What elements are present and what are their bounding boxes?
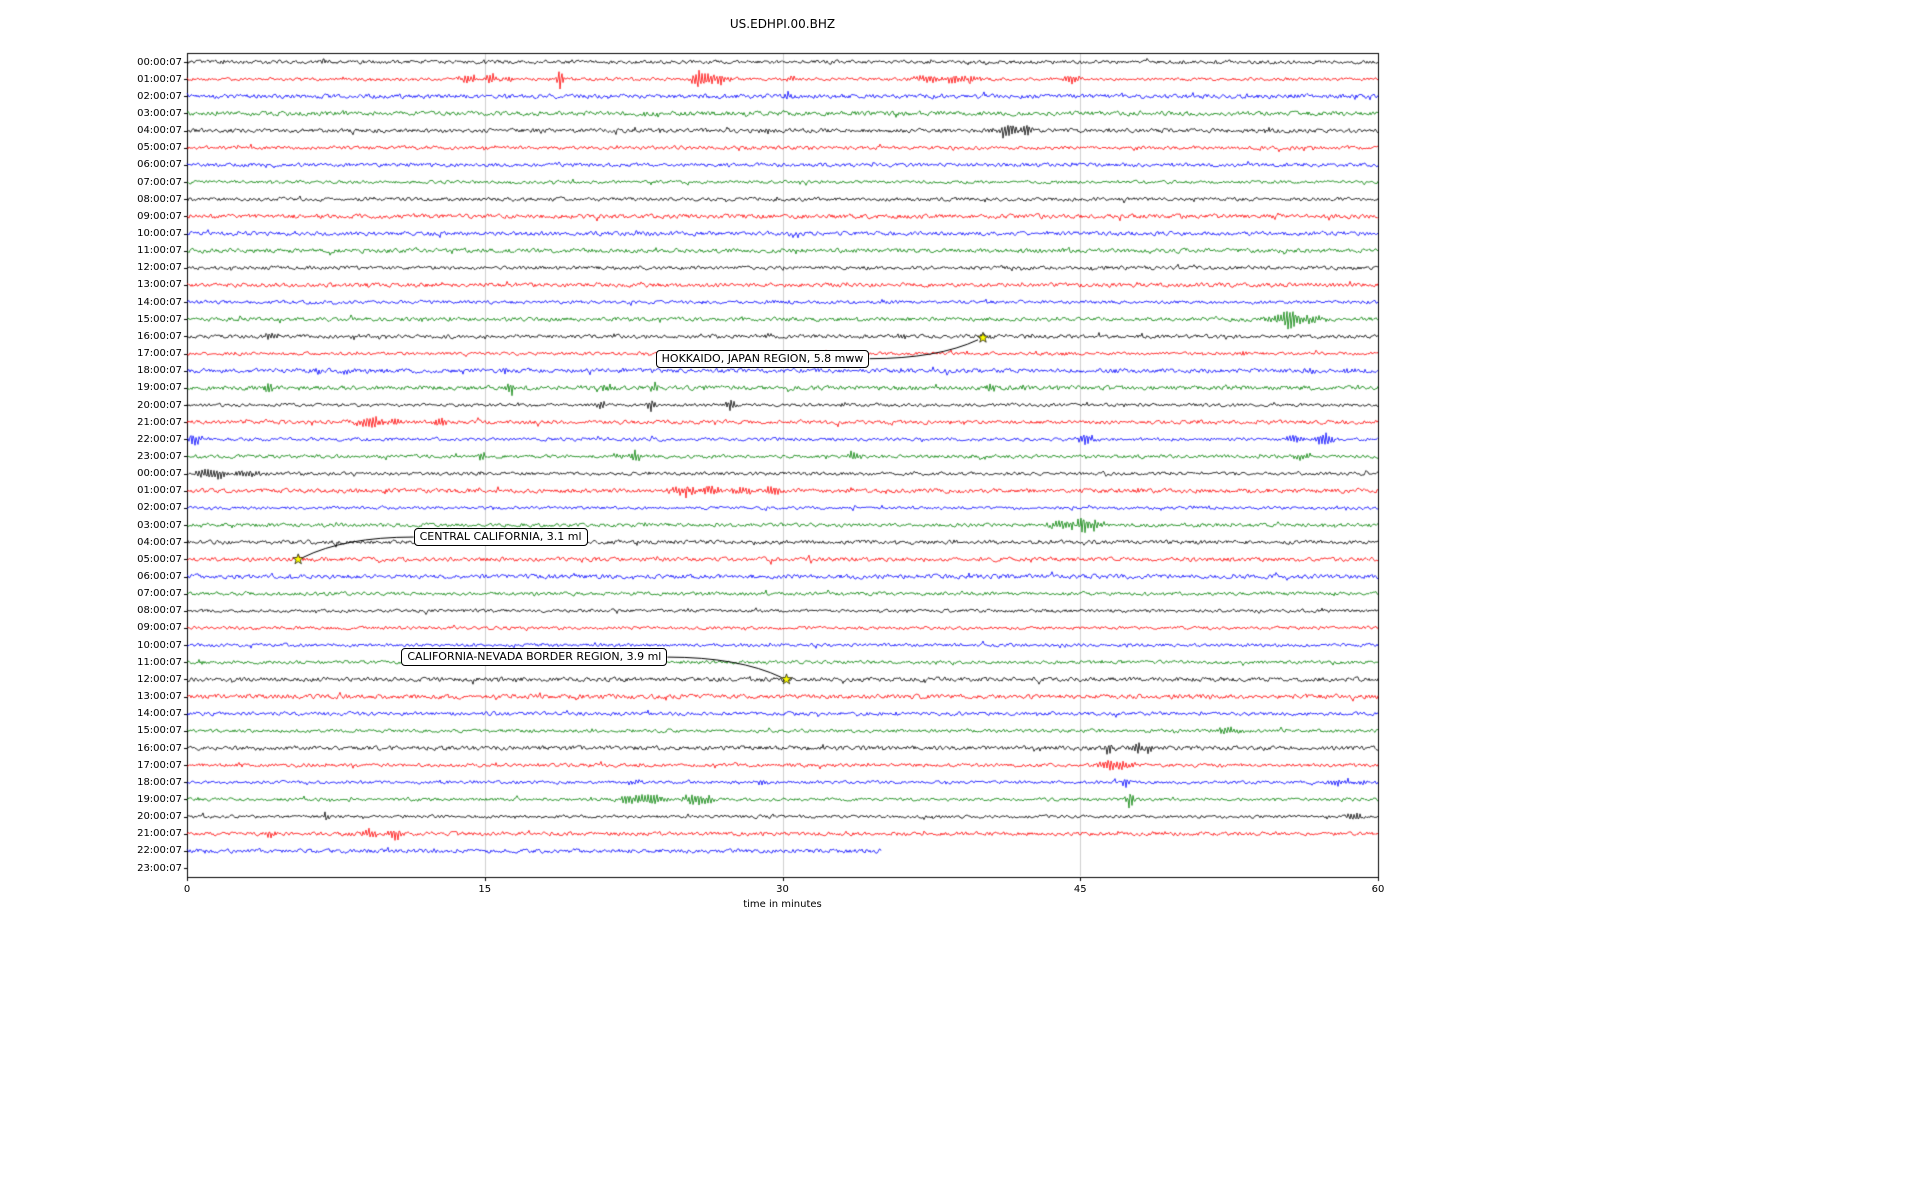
y-tick-label: 19:00:07 — [137, 793, 182, 805]
y-tick-label: 03:00:07 — [137, 519, 182, 531]
y-tick-label: 10:00:07 — [137, 228, 182, 239]
annotation-central-california: CENTRAL CALIFORNIA, 3.1 ml — [413, 528, 588, 547]
y-tick-label: 08:00:07 — [137, 605, 182, 617]
y-tick-label: 05:00:07 — [137, 553, 182, 565]
y-tick-label: 20:00:07 — [137, 811, 182, 823]
y-tick-label: 22:00:07 — [137, 845, 182, 857]
annotation-california-nevada-border: CALIFORNIA-NEVADA BORDER REGION, 3.9 ml — [401, 648, 668, 667]
y-tick-label: 12:00:07 — [137, 673, 182, 685]
y-tick-label: 09:00:07 — [137, 210, 182, 222]
y-tick-label: 14:00:07 — [137, 296, 182, 308]
y-tick-label: 01:00:07 — [137, 73, 182, 85]
y-tick-label: 11:00:07 — [137, 656, 182, 668]
x-tick-label: 30 — [776, 884, 789, 895]
y-tick-label: 15:00:07 — [137, 313, 182, 325]
y-tick-label: 08:00:07 — [137, 193, 182, 205]
y-tick-label: 04:00:07 — [137, 125, 182, 137]
y-tick-label: 12:00:07 — [137, 262, 182, 274]
x-tick-label: 15 — [478, 884, 492, 895]
y-tick-label: 01:00:07 — [137, 485, 182, 497]
annotation-hokkaido-japan: HOKKAIDO, JAPAN REGION, 5.8 mww — [655, 349, 870, 368]
y-tick-label: 07:00:07 — [137, 176, 182, 188]
y-tick-label: 00:00:07 — [137, 56, 182, 68]
y-tick-label: 21:00:07 — [137, 416, 182, 428]
y-tick-label: 09:00:07 — [137, 622, 182, 634]
y-tick-label: 16:00:07 — [137, 742, 182, 754]
y-tick-label: 23:00:07 — [137, 450, 182, 462]
y-tick-label: 14:00:07 — [137, 708, 182, 720]
y-tick-label: 23:00:07 — [137, 862, 182, 874]
y-tick-label: 02:00:07 — [137, 90, 182, 102]
x-tick-label: 45 — [1073, 884, 1087, 895]
y-tick-label: 16:00:07 — [137, 330, 182, 342]
y-tick-label: 05:00:07 — [137, 142, 182, 154]
y-tick-label: 11:00:07 — [137, 245, 182, 257]
y-tick-label: 02:00:07 — [137, 502, 182, 514]
y-tick-label: 18:00:07 — [137, 776, 182, 788]
y-tick-label: 15:00:07 — [137, 725, 182, 737]
y-tick-label: 19:00:07 — [137, 382, 182, 394]
y-tick-label: 00:00:07 — [137, 468, 182, 480]
y-tick-label: 04:00:07 — [137, 536, 182, 548]
y-tick-label: 21:00:07 — [137, 828, 182, 840]
x-tick-label: 0 — [183, 884, 191, 895]
y-tick-label: 06:00:07 — [137, 571, 182, 582]
y-tick-label: 03:00:07 — [137, 107, 182, 119]
y-tick-label: 13:00:07 — [137, 691, 182, 703]
y-tick-label: 17:00:07 — [137, 759, 182, 771]
y-tick-label: 18:00:07 — [137, 365, 182, 377]
chart-title: US.EDHPI.00.BHZ — [729, 17, 836, 31]
y-tick-label: 20:00:07 — [137, 399, 182, 411]
x-axis-title: time in minutes — [743, 899, 822, 910]
x-tick-label: 60 — [1371, 884, 1385, 895]
y-tick-label: 22:00:07 — [137, 433, 182, 445]
y-tick-label: 17:00:07 — [137, 348, 182, 360]
y-tick-label: 10:00:07 — [137, 639, 182, 651]
y-tick-label: 06:00:07 — [137, 159, 182, 171]
y-tick-label: 13:00:07 — [137, 279, 182, 291]
y-tick-label: 07:00:07 — [137, 588, 182, 600]
